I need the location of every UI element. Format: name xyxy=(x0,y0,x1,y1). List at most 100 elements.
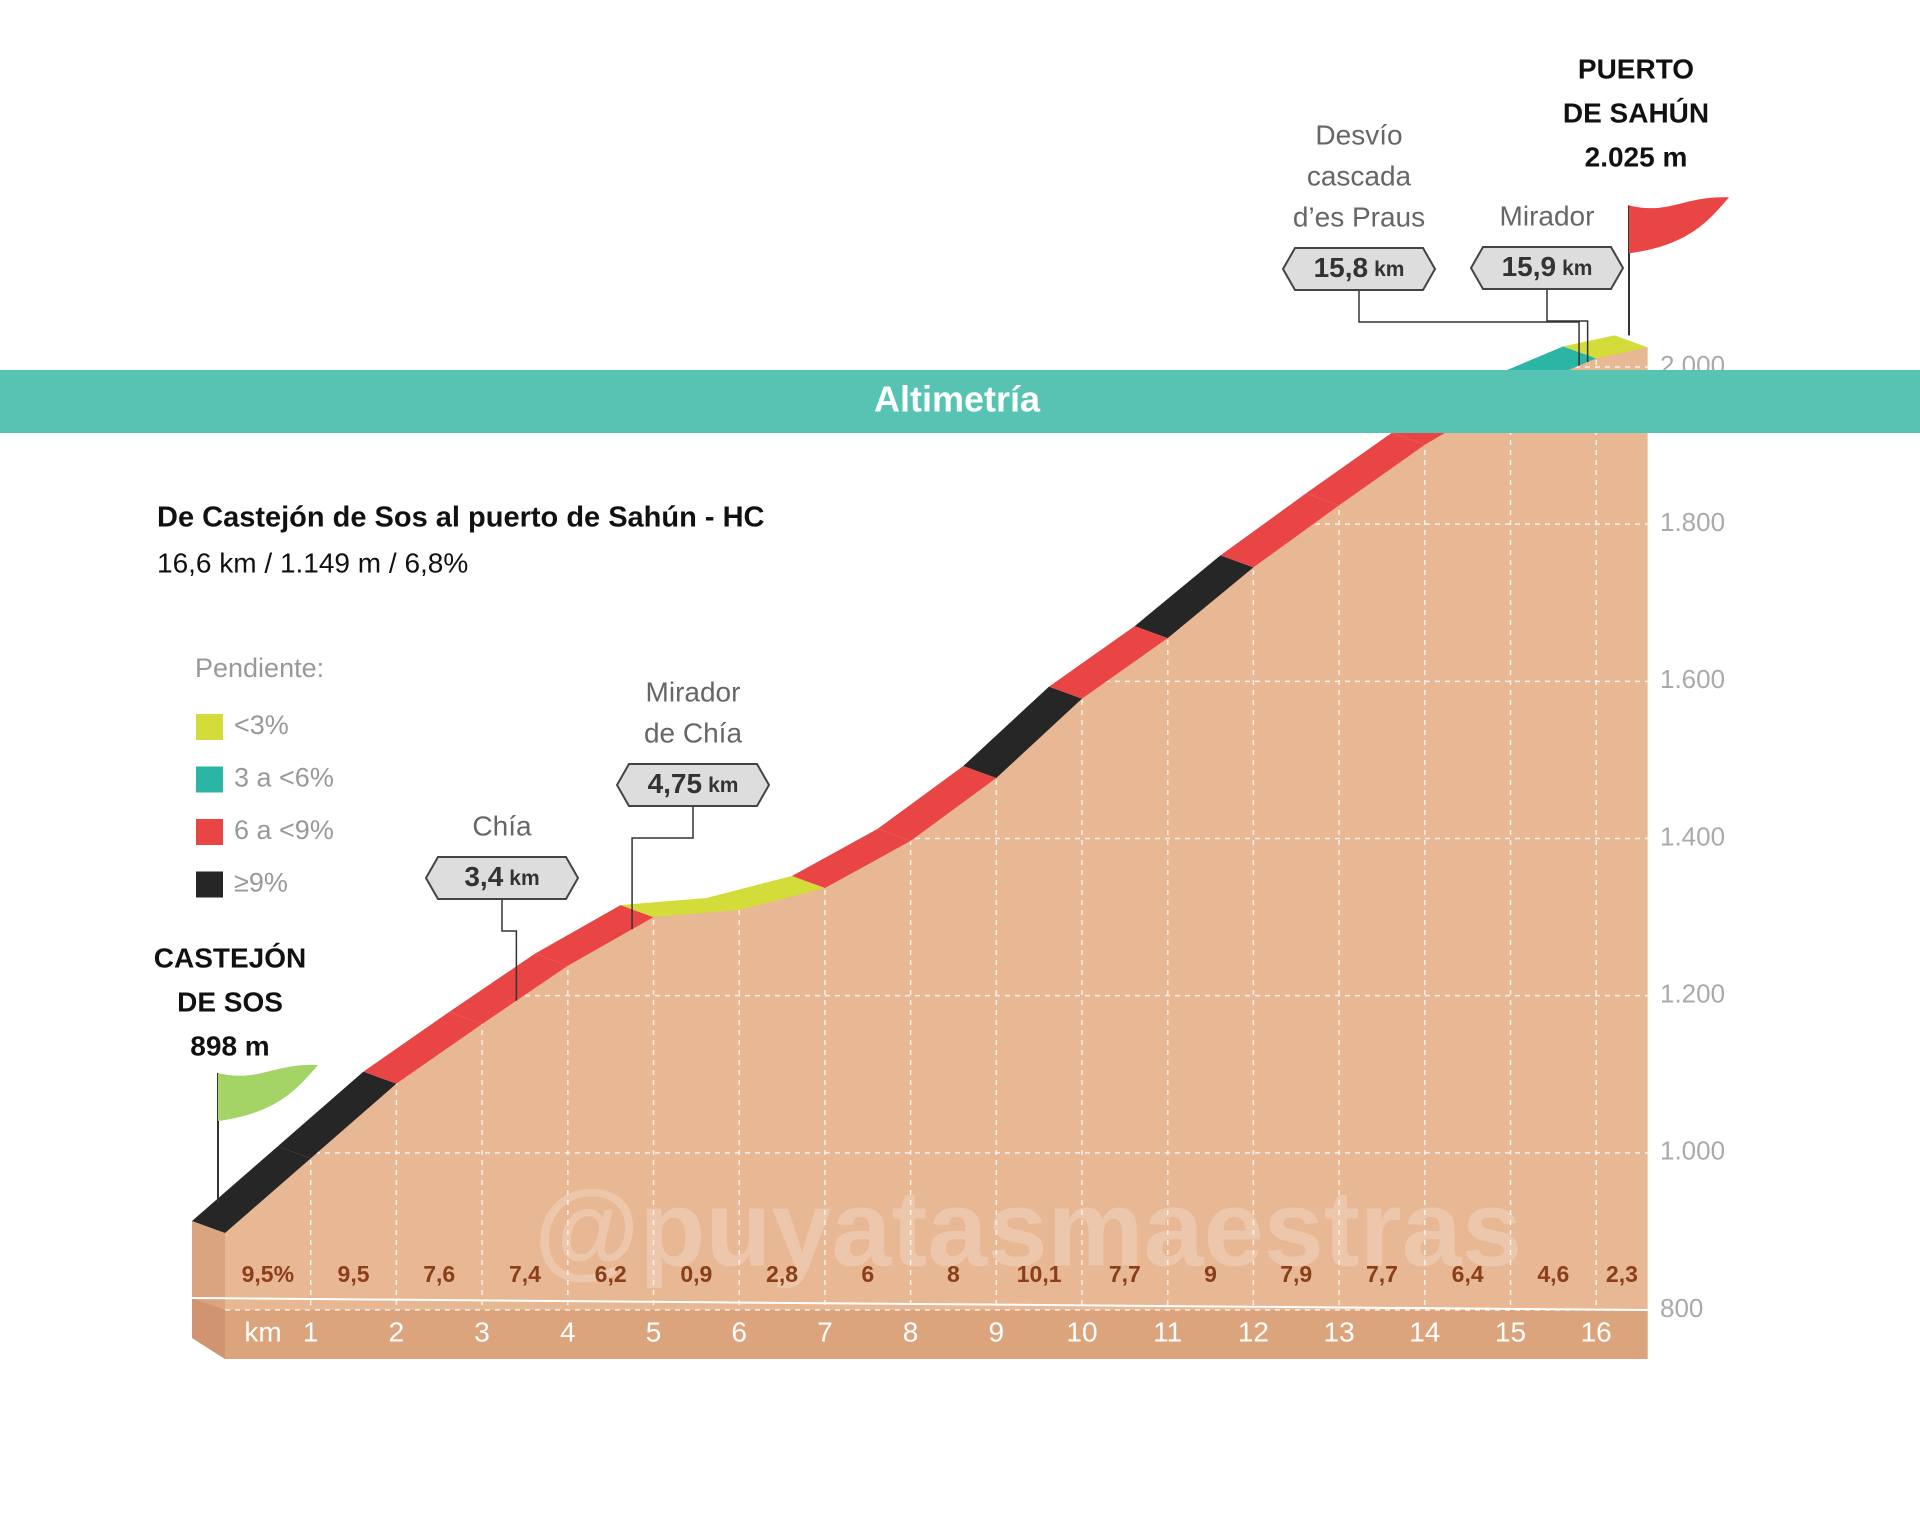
location-name: PUERTO xyxy=(1578,53,1694,84)
legend-swatch xyxy=(196,714,223,740)
gradient-band xyxy=(791,828,911,889)
gradient-label: 7,7 xyxy=(1366,1261,1398,1287)
location-elevation: 898 m xyxy=(190,1030,269,1061)
legend-swatch xyxy=(196,766,223,793)
annotation-km-value: 15,9 xyxy=(1502,251,1557,282)
gradient-label: 7,6 xyxy=(423,1261,455,1287)
gradient-band xyxy=(1306,432,1425,506)
location-name: DE SOS xyxy=(177,986,283,1017)
y-tick-label: 1.800 xyxy=(1660,507,1725,537)
annotation-km: 4,75 km xyxy=(648,768,739,799)
gradient-band xyxy=(620,898,740,918)
legend-label: 6 a <9% xyxy=(234,815,334,845)
annotation-km-unit: km xyxy=(1374,258,1404,281)
legend-title: Pendiente: xyxy=(195,653,324,683)
gradient-label: 7,4 xyxy=(509,1261,541,1287)
x-tick-label: 7 xyxy=(817,1316,833,1347)
gradient-label: 6,2 xyxy=(595,1261,627,1287)
annotation-name: de Chía xyxy=(644,717,742,748)
x-tick-label: 3 xyxy=(474,1316,490,1347)
gradient-label: 2,8 xyxy=(766,1261,798,1287)
gradient-band xyxy=(877,765,997,841)
annotation-km: 15,8 km xyxy=(1314,252,1405,283)
gradient-band xyxy=(706,876,825,911)
x-tick-label: 12 xyxy=(1238,1316,1269,1347)
watermark: @puyatasmaestras xyxy=(534,1168,1522,1289)
x-tick-label: 5 xyxy=(646,1316,662,1347)
gradient-band xyxy=(963,686,1082,778)
leader-line xyxy=(631,807,694,930)
annotation-km-value: 4,75 xyxy=(648,768,703,799)
x-tick-label: 16 xyxy=(1581,1316,1612,1347)
legend-swatch xyxy=(196,871,223,898)
annotation-box xyxy=(1281,247,1437,291)
legend-swatch xyxy=(196,819,223,845)
gradient-band xyxy=(192,1146,311,1233)
annotation-km-unit: km xyxy=(1562,257,1592,280)
gradient-band xyxy=(534,905,654,966)
gradient-label: 9 xyxy=(1204,1261,1217,1287)
annotation-km-unit: km xyxy=(509,867,539,890)
location-name: CASTEJÓN xyxy=(154,942,306,973)
leader-line xyxy=(501,900,518,1001)
x-tick-label: 9 xyxy=(989,1316,1005,1347)
y-tick-label: 800 xyxy=(1660,1293,1703,1323)
annotation-km-value: 15,8 xyxy=(1314,252,1369,283)
x-tick-label: 8 xyxy=(903,1316,919,1347)
x-tick-label: 15 xyxy=(1495,1316,1526,1347)
gradient-band xyxy=(277,1071,397,1159)
chart-title: Altimetría xyxy=(874,379,1041,420)
gradient-band xyxy=(1220,493,1340,568)
gradient-band xyxy=(1563,335,1648,359)
annotation-km: 3,4 km xyxy=(464,861,539,892)
annotation-name: Chía xyxy=(472,810,532,841)
y-tick-label: 1.200 xyxy=(1660,979,1725,1009)
profile-body xyxy=(225,347,1648,1360)
flag xyxy=(1629,197,1729,254)
title-banner xyxy=(0,370,1920,433)
gradient-band xyxy=(1049,626,1168,699)
gradient-label: 9,5 xyxy=(338,1261,370,1287)
y-tick-label: 1.000 xyxy=(1660,1136,1725,1166)
annotation-box xyxy=(424,856,580,900)
annotation-km: 15,9 km xyxy=(1502,251,1593,282)
x-tick-label: 1 xyxy=(303,1316,319,1347)
location-name: DE SAHÚN xyxy=(1563,97,1709,128)
legend-label: <3% xyxy=(234,710,289,740)
gradient-label: 9,5% xyxy=(242,1261,294,1287)
leader-line xyxy=(1358,291,1580,366)
y-tick-label: 1.400 xyxy=(1660,821,1725,851)
annotation-name: cascada xyxy=(1307,160,1412,191)
annotation-name: Mirador xyxy=(646,676,741,707)
gradient-band xyxy=(1134,555,1254,639)
x-tick-label: 6 xyxy=(731,1316,747,1347)
gradient-label: 7,9 xyxy=(1280,1261,1312,1287)
subtitle: 16,6 km / 1.149 m / 6,8% xyxy=(157,547,468,578)
annotation-name: d’es Praus xyxy=(1293,201,1425,232)
x-tick-label: 2 xyxy=(389,1316,405,1347)
legend-label: 3 a <6% xyxy=(234,763,334,793)
x-unit: km xyxy=(244,1316,281,1347)
x-tick-label: 4 xyxy=(560,1316,576,1347)
heading: De Castejón de Sos al puerto de Sahún - … xyxy=(157,502,765,534)
annotation-box xyxy=(615,763,771,807)
km-row-side xyxy=(192,1298,225,1359)
flag xyxy=(218,1064,318,1121)
gradient-band xyxy=(449,953,568,1024)
x-tick-label: 14 xyxy=(1409,1316,1440,1347)
gradient-label: 2,3 xyxy=(1606,1261,1638,1287)
gradient-label: 6,4 xyxy=(1452,1261,1484,1287)
x-tick-label: 11 xyxy=(1153,1316,1182,1347)
gradient-label: 10,1 xyxy=(1017,1261,1062,1287)
gradient-label: 8 xyxy=(947,1261,960,1287)
annotation-name: Mirador xyxy=(1500,200,1595,231)
annotation-km-unit: km xyxy=(708,774,738,797)
gradient-band xyxy=(363,1011,483,1084)
x-tick-label: 10 xyxy=(1066,1316,1097,1347)
annotation-name: Desvío xyxy=(1315,119,1402,150)
gradient-label: 0,9 xyxy=(680,1261,712,1287)
legend-label: ≥9% xyxy=(234,868,288,898)
km-row xyxy=(225,1310,1648,1359)
y-tick-label: 1.600 xyxy=(1660,664,1725,694)
